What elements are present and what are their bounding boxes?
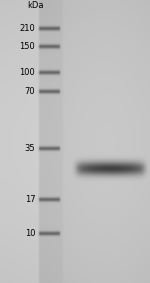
Text: 100: 100 [20, 68, 35, 77]
Text: 10: 10 [25, 229, 35, 238]
Text: 17: 17 [25, 195, 35, 204]
Text: kDa: kDa [27, 1, 44, 10]
Text: 70: 70 [25, 87, 35, 97]
Text: 35: 35 [25, 144, 35, 153]
Text: 210: 210 [20, 24, 35, 33]
Text: 150: 150 [20, 42, 35, 51]
